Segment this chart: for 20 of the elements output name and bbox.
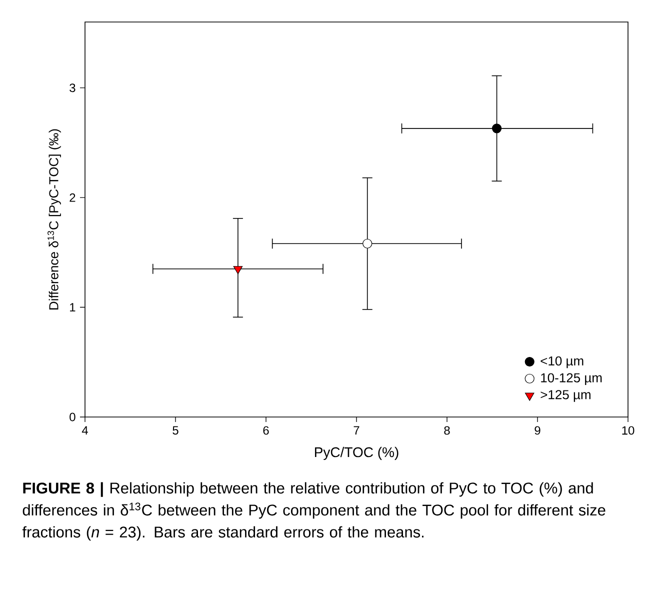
x-tick-label: 7 [354,426,360,434]
x-tick-label: 9 [534,426,540,435]
x-tick-label: 6 [263,426,269,435]
text: FIGURE 8 | Relationship between the relative contribution of PyC to TOC (%) and differences in δ$^{13}$C between the PyC component and the TOC pool for different size fractions (n = 23). Bars are standard errors of the means. [22,482,606,541]
legend-label: <10 µm [540,356,584,368]
point [492,124,502,134]
legend-label: 10-125 µm [541,373,602,385]
y-axis-title: Difference δ$^{13}$C [PyC-TOC] (‰) [48,129,61,310]
x-tick-label: 5 [172,426,178,435]
x-tick-label: 8 [444,426,450,435]
y-tick-label: 2 [70,193,76,202]
point [362,238,372,248]
x-tick-label: 4 [82,426,88,434]
x-axis-title: PyC/TOC (%) [315,446,398,460]
y-tick-label: 3 [70,84,76,92]
legend-label: >125 µm [540,390,590,402]
y-tick-label: 1 [70,303,76,312]
y-tick-label: 0 [70,412,76,422]
point [233,266,243,274]
x-tick-label: 10 [622,426,634,435]
